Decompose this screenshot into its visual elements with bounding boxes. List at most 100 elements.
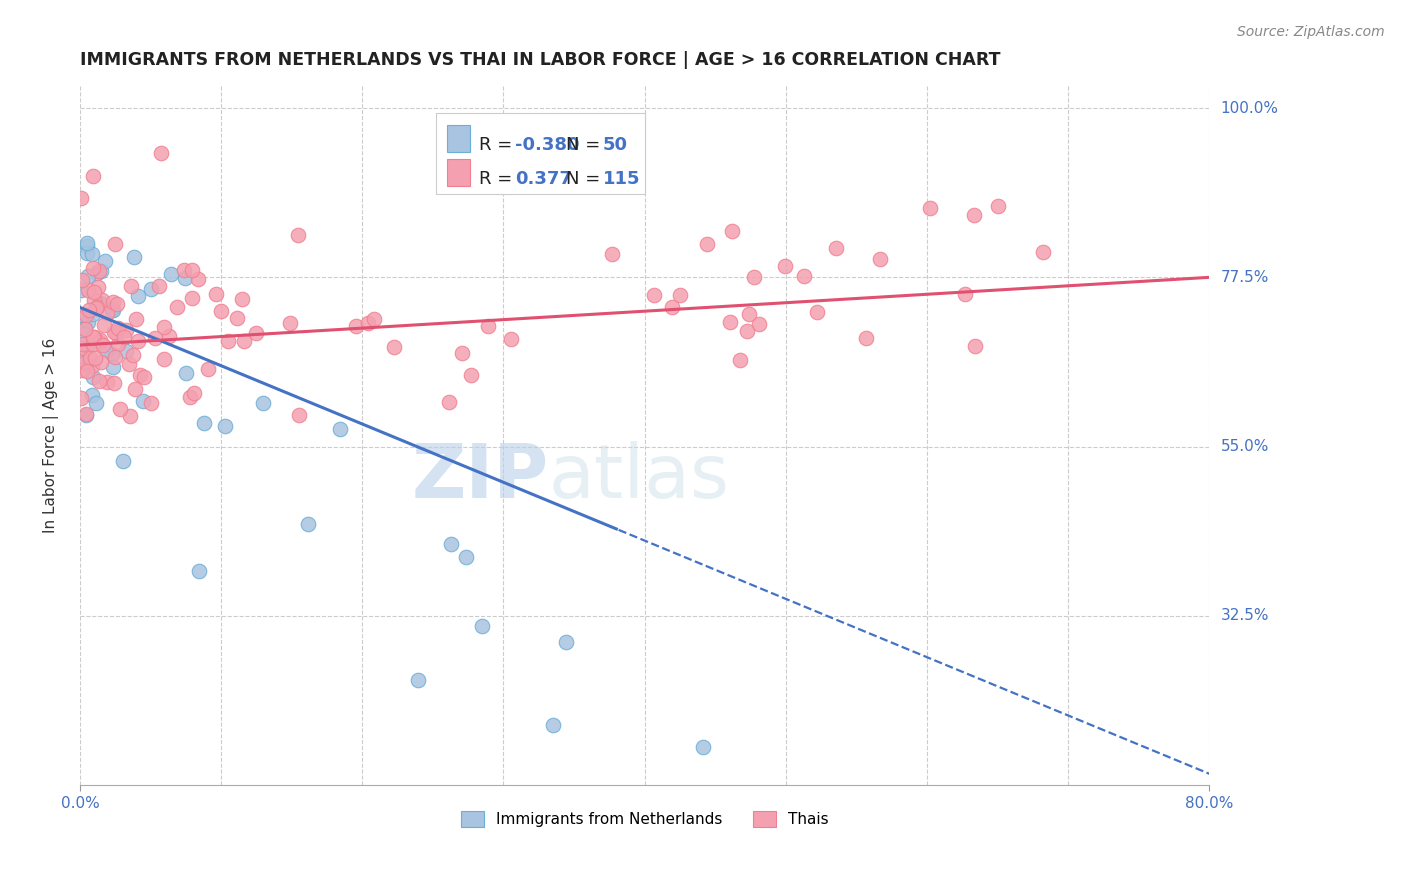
Point (73, 322, 96, 336)
Point (104, 350, 127, 364)
Point (115, 344, 138, 359)
Point (82, 387, 104, 401)
Point (217, 334, 239, 348)
Point (70, 273, 93, 287)
Point (70, 349, 93, 363)
Point (101, 295, 124, 310)
Point (75, 343, 97, 358)
Point (105, 326, 128, 341)
FancyBboxPatch shape (447, 159, 470, 186)
Point (70, 336, 93, 351)
Point (94, 253, 117, 268)
Point (103, 326, 125, 340)
Point (793, 268, 815, 283)
Point (82, 260, 104, 275)
Point (824, 241, 846, 255)
Point (440, 537, 463, 551)
Point (245, 326, 267, 340)
Point (72, 326, 94, 341)
Text: 32.5%: 32.5% (1220, 608, 1270, 624)
Point (77, 268, 100, 283)
Text: 50: 50 (603, 136, 628, 154)
Point (124, 383, 146, 397)
Point (363, 312, 385, 326)
Point (477, 318, 499, 333)
Point (93, 318, 115, 333)
Point (127, 289, 149, 303)
Point (541, 718, 564, 732)
Point (107, 321, 129, 335)
Point (148, 278, 170, 293)
Point (76, 314, 98, 328)
Point (115, 323, 138, 337)
Point (720, 223, 742, 237)
Point (174, 366, 197, 380)
Point (107, 337, 129, 351)
Point (70, 391, 93, 405)
Point (963, 208, 986, 222)
Point (82, 330, 104, 344)
Point (643, 287, 665, 301)
Point (205, 286, 228, 301)
Point (174, 271, 197, 285)
Point (357, 316, 380, 330)
Point (728, 353, 751, 368)
Point (82, 369, 104, 384)
Point (120, 278, 142, 293)
Point (112, 330, 135, 344)
Text: N =: N = (565, 136, 600, 154)
Point (86, 266, 108, 280)
Point (129, 368, 152, 382)
Point (82, 337, 104, 351)
Point (96, 375, 118, 389)
Text: -0.380: -0.380 (515, 136, 579, 154)
Legend: Immigrants from Netherlands, Thais: Immigrants from Netherlands, Thais (454, 805, 835, 833)
Point (76, 283, 98, 297)
Point (231, 293, 253, 307)
Point (460, 368, 482, 382)
Point (100, 301, 122, 316)
Point (127, 334, 149, 348)
Point (193, 416, 215, 430)
Point (73, 355, 96, 369)
Point (153, 320, 176, 334)
Point (297, 516, 319, 531)
Point (501, 332, 523, 346)
Point (103, 359, 125, 374)
Point (91, 293, 114, 307)
Point (748, 318, 770, 332)
Point (83, 293, 105, 307)
Point (96, 306, 118, 320)
Point (86, 280, 108, 294)
FancyBboxPatch shape (436, 113, 645, 194)
Point (344, 319, 367, 334)
Point (181, 263, 204, 277)
Point (79, 303, 101, 318)
Point (157, 329, 180, 343)
Point (101, 347, 124, 361)
Point (83, 285, 105, 299)
Point (72, 337, 94, 351)
Point (183, 386, 205, 401)
Text: 100.0%: 100.0% (1220, 101, 1278, 116)
Point (82, 359, 104, 373)
Point (70, 283, 93, 297)
Point (953, 287, 976, 301)
Point (139, 282, 162, 296)
Point (173, 263, 195, 277)
Point (76, 236, 98, 251)
Point (187, 271, 209, 285)
Point (471, 619, 494, 633)
Point (225, 310, 247, 325)
Point (252, 396, 274, 410)
Point (153, 351, 176, 366)
Point (103, 376, 125, 390)
Point (125, 312, 148, 326)
Point (89, 264, 111, 278)
Point (139, 396, 162, 410)
Point (79, 351, 101, 366)
Point (90, 264, 112, 278)
Point (456, 549, 478, 564)
Point (90, 355, 112, 369)
Point (450, 346, 472, 360)
